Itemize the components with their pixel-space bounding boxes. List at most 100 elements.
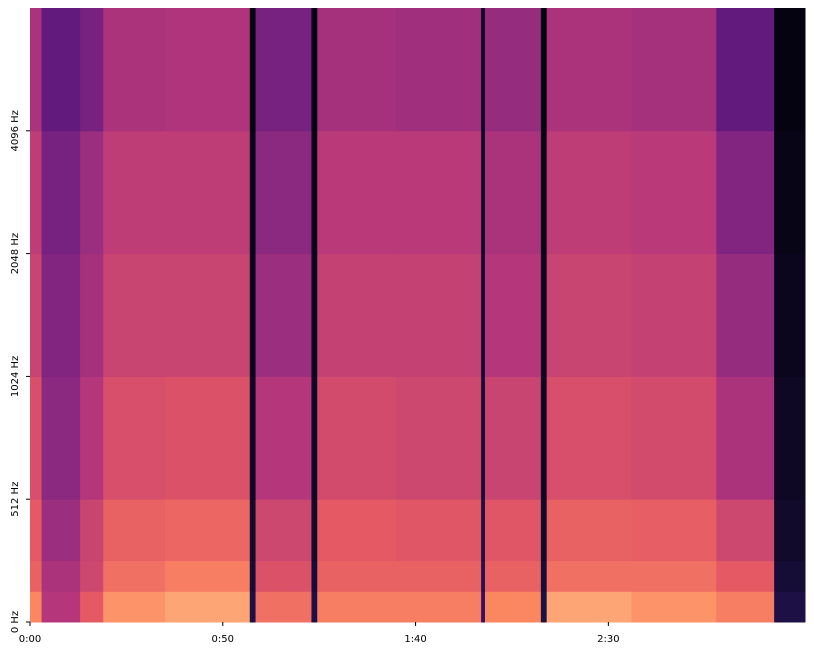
heatmap-cell — [164, 591, 251, 623]
heatmap-cell — [103, 8, 166, 132]
heatmap-cell — [317, 8, 397, 132]
y-tick-label: 0 Hz — [10, 611, 21, 633]
heatmap-cell — [317, 253, 397, 377]
x-tick-label: 1:40 — [404, 634, 426, 645]
heatmap-cell — [164, 560, 251, 592]
heatmap-cell — [774, 130, 806, 255]
heatmap-cell — [255, 130, 312, 255]
heatmap-cell — [80, 8, 104, 132]
heatmap-cell — [103, 560, 166, 592]
heatmap-cell — [80, 130, 104, 255]
heatmap-cell — [540, 591, 548, 623]
heatmap-cell — [774, 8, 806, 132]
heatmap-cell — [249, 560, 257, 592]
heatmap-cell — [540, 499, 548, 562]
y-tick-label: 1024 Hz — [10, 356, 21, 397]
heatmap-cell — [311, 253, 318, 377]
heatmap-cell — [631, 591, 717, 623]
heatmap-cell — [164, 499, 251, 562]
heatmap-cell — [311, 376, 318, 500]
heatmap-cell — [30, 253, 43, 377]
heatmap-cell — [255, 253, 312, 377]
heatmap-cell — [484, 591, 542, 623]
heatmap-cell — [80, 376, 104, 500]
heatmap-cell — [546, 591, 632, 623]
heatmap-cell — [249, 376, 257, 500]
heatmap-cell — [249, 499, 257, 562]
heatmap-cell — [774, 560, 806, 592]
heatmap-cell — [396, 130, 482, 255]
heatmap-cell — [103, 376, 166, 500]
heatmap-cell — [164, 376, 251, 500]
heatmap-cell — [481, 560, 486, 592]
heatmap-cell — [774, 499, 806, 562]
heatmap-cell — [396, 253, 482, 377]
heatmap-cell — [255, 376, 312, 500]
heatmap-cell — [80, 499, 104, 562]
heatmap-cell — [481, 376, 486, 500]
x-tick-label: 0:00 — [19, 634, 41, 645]
heatmap-cell — [41, 499, 81, 562]
heatmap-cell — [546, 8, 632, 132]
heatmap-cell — [317, 591, 397, 623]
heatmap-cell — [249, 591, 257, 623]
heatmap-cell — [317, 376, 397, 500]
heatmap-cell — [484, 499, 542, 562]
heatmap-cell — [80, 253, 104, 377]
heatmap-cell — [30, 130, 43, 255]
heatmap-cell — [546, 376, 632, 500]
heatmap-cell — [481, 130, 486, 255]
heatmap-cell — [396, 591, 482, 623]
heatmap-cell — [41, 591, 81, 623]
heatmap-cell — [716, 376, 775, 500]
heatmap-cell — [317, 130, 397, 255]
heatmap-cell — [396, 376, 482, 500]
heatmap-cell — [481, 499, 486, 562]
heatmap-cell — [481, 8, 486, 132]
heatmap-cell — [716, 591, 775, 623]
heatmap-cell — [311, 130, 318, 255]
heatmap-cell — [546, 499, 632, 562]
heatmap-cell — [716, 8, 775, 132]
heatmap-cell — [30, 8, 43, 132]
x-tick-label: 0:50 — [212, 634, 234, 645]
heatmap-cell — [631, 8, 717, 132]
heatmap-cell — [249, 253, 257, 377]
y-tick-label: 512 Hz — [10, 482, 21, 517]
heatmap-cell — [30, 591, 43, 623]
heatmap-cell — [631, 253, 717, 377]
heatmap-cell — [774, 376, 806, 500]
x-tick-label: 2:30 — [597, 634, 619, 645]
heatmap-cell — [716, 499, 775, 562]
heatmap-cell — [631, 376, 717, 500]
heatmap-cell — [103, 591, 166, 623]
heatmap-cell — [484, 376, 542, 500]
heatmap-cell — [631, 560, 717, 592]
heatmap-cell — [317, 560, 397, 592]
heatmap-cell — [249, 130, 257, 255]
heatmap-cell — [396, 8, 482, 132]
heatmap-cell — [481, 253, 486, 377]
heatmap-cell — [41, 560, 81, 592]
heatmap-cell — [164, 8, 251, 132]
heatmap-cell — [484, 560, 542, 592]
heatmap-cell — [30, 499, 43, 562]
heatmap-cell — [396, 560, 482, 592]
heatmap-cell — [484, 8, 542, 132]
heatmap-cell — [540, 560, 548, 592]
heatmap-cell — [631, 130, 717, 255]
heatmap-cell — [540, 376, 548, 500]
heatmap-cell — [103, 253, 166, 377]
heatmap-cell — [716, 560, 775, 592]
heatmap-cell — [249, 8, 257, 132]
heatmap-cell — [255, 560, 312, 592]
heatmap-cell — [774, 591, 806, 623]
heatmap-cell — [164, 253, 251, 377]
y-tick-label: 2048 Hz — [10, 233, 21, 274]
heatmap-cell — [103, 499, 166, 562]
heatmap-cell — [484, 253, 542, 377]
heatmap-cell — [30, 560, 43, 592]
heatmap-cell — [41, 253, 81, 377]
heatmap-cell — [255, 8, 312, 132]
